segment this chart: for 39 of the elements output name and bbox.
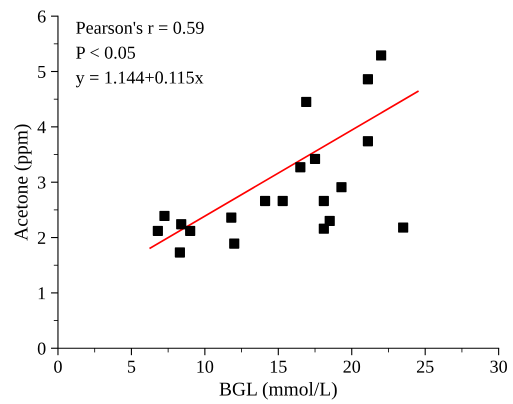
y-tick-label: 6	[38, 10, 46, 23]
x-tick-label: 20	[344, 360, 360, 373]
y-axis-title: Acetone (ppm)	[14, 124, 32, 241]
point	[301, 96, 312, 108]
y-tick-label: 5	[38, 66, 46, 78]
point	[226, 212, 236, 223]
annotation: y = 1.144+0.115x	[76, 71, 204, 88]
annotation: Pearson's r = 0.59	[76, 22, 204, 34]
y-tick-label: 3	[38, 176, 46, 189]
x-tick-label: 0	[54, 360, 62, 373]
point	[376, 50, 386, 61]
point	[185, 226, 196, 236]
point	[152, 226, 163, 236]
x-tick-label: 10	[197, 360, 214, 373]
point	[278, 196, 288, 206]
point	[318, 196, 329, 206]
point	[362, 136, 373, 146]
point	[295, 162, 306, 172]
point	[318, 224, 329, 234]
x-tick-label: 25	[416, 360, 434, 373]
y-tick-label: 0	[38, 342, 46, 355]
point	[159, 210, 170, 222]
y-tick-label: 4	[37, 121, 46, 134]
point	[362, 74, 373, 84]
point	[260, 196, 270, 206]
point	[229, 238, 240, 249]
x-tick-label: 5	[128, 360, 136, 373]
point	[174, 247, 185, 258]
y-tick-label: 1	[38, 287, 46, 300]
point	[310, 154, 320, 164]
point	[398, 222, 408, 233]
y-tick-label: 2	[38, 232, 46, 244]
point	[336, 182, 347, 192]
x-tick-label: 15	[270, 360, 287, 373]
point	[324, 216, 335, 226]
point	[176, 219, 186, 230]
x-axis-title: BGL (mmol/L)	[220, 382, 337, 400]
x-tick-label: 30	[490, 360, 507, 373]
annotation: P < 0.05	[76, 46, 136, 59]
